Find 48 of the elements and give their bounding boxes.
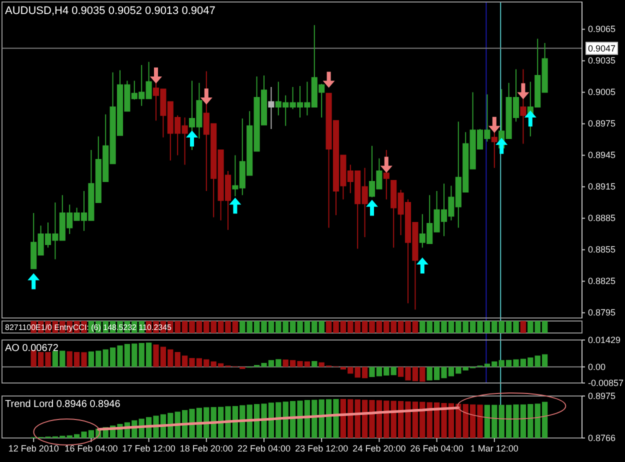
bar: [312, 361, 318, 367]
y-tick-label: 0.9065: [588, 24, 616, 34]
candlestick: [268, 86, 274, 130]
point: [524, 110, 536, 127]
point: [496, 138, 508, 154]
y-tick-label: 0.8795: [588, 308, 616, 318]
x-tick-label: 22 Feb 04:00: [237, 443, 291, 454]
candlestick: [383, 150, 390, 200]
point: [416, 258, 428, 274]
chart-title: Trend Lord 0.8946 0.8946: [5, 399, 121, 410]
x-tick-label: 18 Feb 20:00: [180, 443, 233, 454]
point: [366, 200, 378, 216]
point: [150, 67, 162, 84]
y-tick-label: 0.8855: [588, 244, 616, 255]
line-series: [97, 406, 460, 431]
point: [322, 72, 335, 88]
y-tick-label: 0.9035: [588, 56, 616, 66]
y-tick-label: 0.8975: [588, 118, 616, 129]
x-tick-label: 1 Mar 12:00: [470, 443, 518, 454]
x-tick-label: 17 Feb 12:00: [122, 443, 176, 454]
x-tick-label: 23 Feb 12:00: [295, 443, 348, 454]
y-tick-label: 0.8945: [588, 150, 616, 160]
y-tick-label: 0.8766: [588, 432, 616, 443]
y-tick-label: 0.9005: [588, 87, 616, 98]
point: [517, 83, 530, 100]
x-tick-label: 12 Feb 2010: [8, 443, 59, 454]
point: [186, 130, 198, 146]
point: [229, 198, 242, 214]
point: [200, 88, 212, 104]
x-tick-label: 26 Feb 04:00: [410, 443, 464, 454]
chart-title: AUDUSD,H4 0.9035 0.9052 0.9013 0.9047: [5, 5, 216, 17]
x-tick-label: 16 Feb 04:00: [64, 443, 118, 454]
y-tick-label: 0.8825: [588, 276, 616, 286]
bar: [390, 366, 396, 376]
y-tick-label: 0.8975: [588, 390, 616, 401]
x-tick-label: 24 Feb 20:00: [352, 443, 406, 454]
y-tick-label: 0.8885: [588, 213, 616, 224]
y-tick-label: 0.8915: [588, 182, 616, 192]
ref-line-label: 0.9047: [588, 43, 616, 54]
chart-title: AO 0.00672: [5, 343, 59, 354]
candlestick: [520, 68, 526, 144]
candlestick: [491, 130, 498, 168]
point: [380, 156, 392, 173]
point: [28, 273, 40, 290]
y-tick-label: -0.00857: [588, 378, 624, 388]
y-tick-label: 0.01429: [588, 334, 621, 345]
y-tick-label: 0.00: [588, 362, 606, 372]
point: [488, 116, 500, 133]
